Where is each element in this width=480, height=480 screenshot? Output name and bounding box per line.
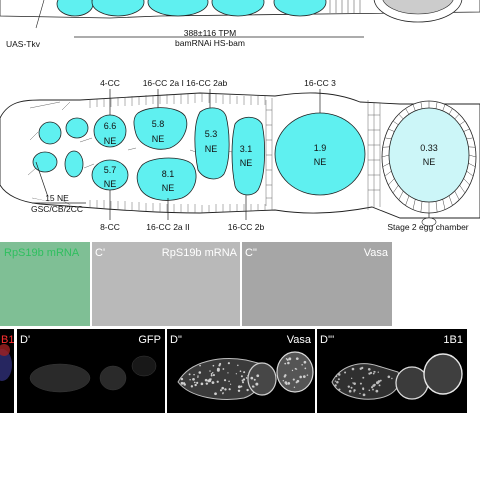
condition-label: bamRNAi HS-bam bbox=[175, 38, 245, 48]
tpm-value: 388±116 TPM bbox=[184, 28, 237, 38]
panel-d-dprime-letter: D" bbox=[170, 334, 182, 346]
top-ovariole bbox=[0, 0, 480, 22]
cyst-2ab-unit: NE bbox=[205, 144, 218, 154]
panel-c-prime-letter: C' bbox=[95, 247, 105, 259]
label-16cc-3: 16-CC 3 bbox=[304, 78, 336, 88]
panel-d-prime-letter: D' bbox=[20, 334, 30, 346]
cyst-8cc-value: 5.7 bbox=[104, 165, 117, 175]
cyst-2ai-value: 5.8 bbox=[152, 119, 165, 129]
cyst-8cc-unit: NE bbox=[104, 179, 117, 189]
cyst-3-value: 1.9 bbox=[314, 143, 327, 153]
egg-chamber-unit: NE bbox=[423, 157, 436, 167]
panel-c-prime-title: RpS19b mRNA bbox=[162, 247, 238, 259]
panel-c-dprime-title: Vasa bbox=[364, 247, 389, 259]
cyst-2b-value: 3.1 bbox=[240, 144, 253, 154]
cyst-2ab-value: 5.3 bbox=[205, 129, 218, 139]
panel-d-tprime-title: 1B1 bbox=[443, 334, 463, 346]
cyst-4cc-unit: NE bbox=[104, 136, 117, 146]
panel-c-dprime-letter: C" bbox=[245, 247, 257, 259]
label-left-ne: 15 NE bbox=[45, 193, 69, 203]
label-16cc-2ai-2ab: 16-CC 2a I 16-CC 2ab bbox=[143, 78, 228, 88]
panel-row-d: B1 D' GFP D" Vasa D''' 1B1 bbox=[0, 329, 467, 413]
panel-c-title: RpS19b mRNA bbox=[4, 247, 80, 259]
cyst-2ai-unit: NE bbox=[152, 134, 165, 144]
cyst-2b-unit: NE bbox=[240, 158, 253, 168]
label-8cc: 8-CC bbox=[100, 222, 120, 232]
cyst-2aii-value: 8.1 bbox=[162, 169, 175, 179]
cyst-3-unit: NE bbox=[314, 157, 327, 167]
panel-d-dprime-title: Vasa bbox=[287, 334, 312, 346]
panel-d-prime-title: GFP bbox=[138, 334, 161, 346]
panel-row-c: RpS19b mRNA C' RpS19b mRNA C" Vasa bbox=[0, 242, 392, 326]
label-16cc-2b: 16-CC 2b bbox=[228, 222, 265, 232]
cyst-4cc-value: 6.6 bbox=[104, 121, 117, 131]
cyst-2aii-unit: NE bbox=[162, 183, 175, 193]
panel-d-tprime-letter: D''' bbox=[320, 334, 334, 346]
uas-tkv-label: UAS-Tkv bbox=[6, 39, 41, 49]
label-4cc: 4-CC bbox=[100, 78, 120, 88]
label-16cc-2aii: 16-CC 2a II bbox=[146, 222, 189, 232]
label-stage2-egg-chamber: Stage 2 egg chamber bbox=[387, 222, 468, 232]
panel-d-title: B1 bbox=[1, 334, 14, 346]
label-gsc-cb-2cc: GSC/CB/2CC bbox=[31, 204, 83, 214]
egg-chamber-value: 0.33 bbox=[420, 143, 438, 153]
